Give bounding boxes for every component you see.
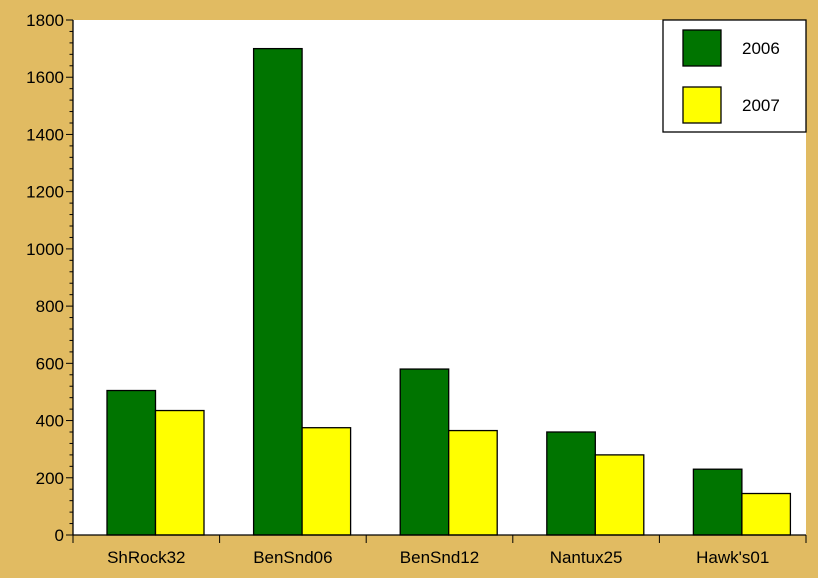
x-tick-label: BenSnd06 [253,548,332,567]
y-axis-ticks: 0 200 400 600 800 1000 1200 1400 1600 1800 [26,11,73,545]
bar-2007-shrock32 [154,409,205,536]
bar-2007-bensnd12 [448,429,498,536]
x-tick-label: Nantux25 [550,548,623,567]
y-tick-label: 1800 [26,11,64,30]
bar-2007-hawk-s01 [741,492,792,536]
bar-2007-bensnd06 [301,427,352,536]
legend-label-2006: 2006 [742,39,780,58]
bar-2006-nantux25 [546,431,596,536]
y-tick-label: 200 [36,469,64,488]
x-axis-ticks: ShRock32 BenSnd06 BenSnd12 Nantux25 Hawk's01 [72,535,807,567]
bars-layer [106,47,792,536]
y-tick-label: 600 [36,354,64,373]
x-tick-label: ShRock32 [107,548,185,567]
legend-swatch-2006 [682,29,722,67]
y-tick-label: 1400 [26,125,64,144]
legend-label-2007: 2007 [742,96,780,115]
bar-2007-nantux25 [594,454,645,536]
x-tick-label: BenSnd12 [400,548,479,567]
y-tick-label: 1600 [26,68,64,87]
x-tick-label: Hawk's01 [696,548,769,567]
axes-layer [72,20,806,536]
y-tick-label: 1000 [26,240,64,259]
legend: 2006 2007 [662,19,807,133]
legend-swatch-2007 [682,86,722,124]
y-tick-label: 1200 [26,183,64,202]
bar-2006-bensnd06 [252,47,303,536]
bar-2006-shrock32 [106,389,157,536]
y-tick-label: 0 [55,526,64,545]
bar-2006-bensnd12 [399,368,450,536]
y-tick-label: 800 [36,297,64,316]
bar-2006-hawk-s01 [692,468,743,536]
y-tick-label: 400 [36,412,64,431]
